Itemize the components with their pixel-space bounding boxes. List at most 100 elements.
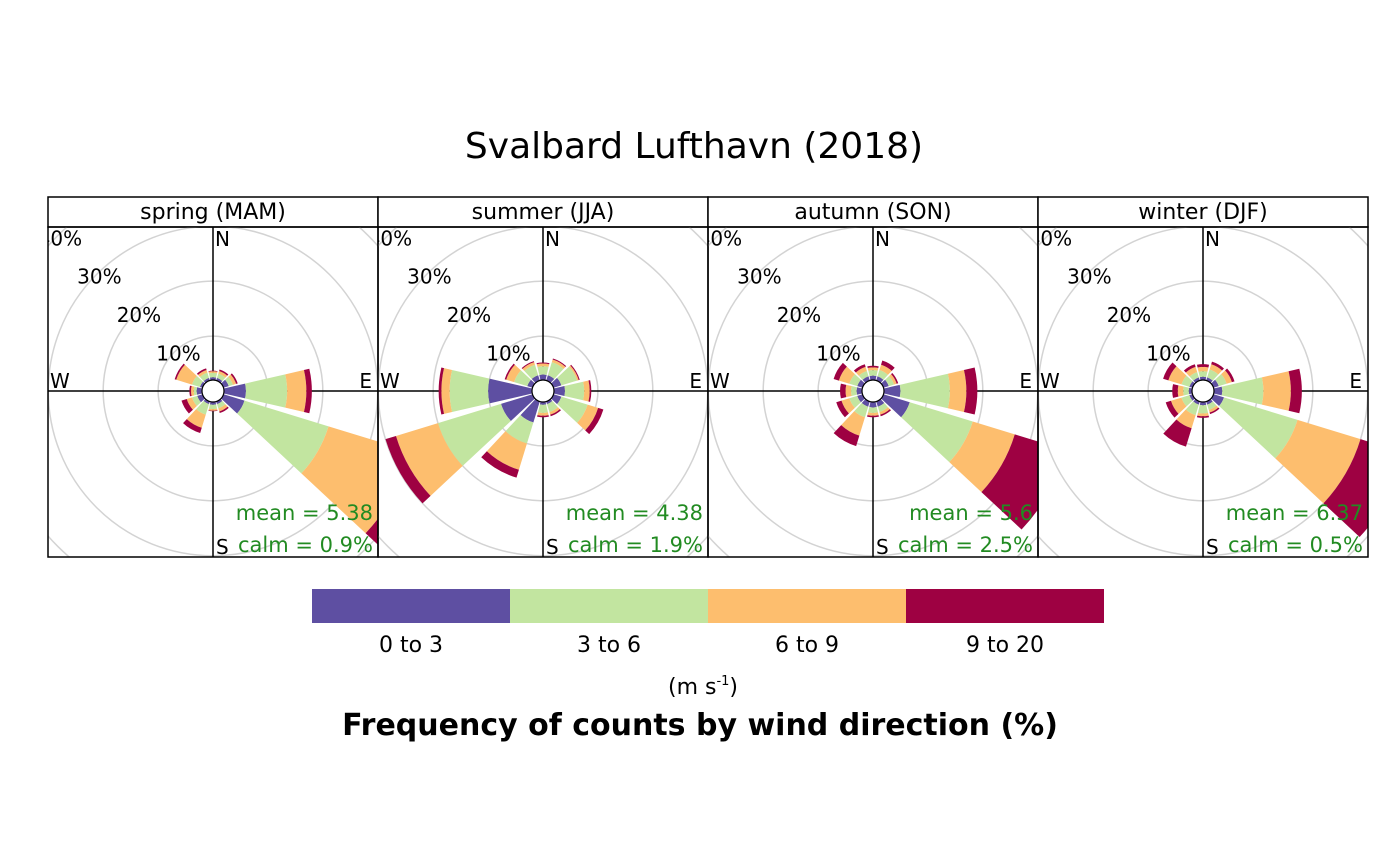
wedge-segment bbox=[1163, 419, 1192, 447]
wedge-segment bbox=[506, 364, 521, 383]
radial-label: 10% bbox=[486, 342, 530, 366]
calm-label: calm = 0.5% bbox=[1228, 533, 1363, 557]
wedge-segment bbox=[570, 364, 580, 381]
wedge-segment bbox=[1196, 415, 1210, 418]
wedge-segment bbox=[899, 373, 950, 409]
wedge-segment bbox=[186, 409, 206, 428]
legend-swatches bbox=[312, 589, 1104, 623]
wedge-segment bbox=[208, 370, 218, 372]
legend-label: 6 to 9 bbox=[775, 633, 839, 658]
wedge-segment bbox=[963, 367, 978, 415]
panel-frame bbox=[1037, 226, 1369, 558]
radial-label: 30% bbox=[407, 265, 451, 289]
compass-label: S bbox=[216, 535, 229, 559]
calm-hub bbox=[532, 380, 554, 402]
radial-label: 20% bbox=[777, 303, 821, 327]
wedge-segment bbox=[557, 396, 588, 423]
wedge-segment bbox=[552, 358, 567, 367]
radial-label: 20% bbox=[117, 303, 161, 327]
wedge-segment bbox=[1288, 368, 1302, 414]
wedge-segment bbox=[557, 366, 578, 386]
radial-label: 30% bbox=[77, 265, 121, 289]
wedge-segment bbox=[186, 397, 197, 410]
wedge-segment bbox=[1185, 401, 1199, 416]
wedge-segment bbox=[1181, 395, 1193, 407]
wedge-segment bbox=[583, 380, 590, 402]
wedge-segment bbox=[1207, 401, 1217, 410]
wedge-segment bbox=[230, 373, 238, 384]
chart-title: Svalbard Lufthavn (2018) bbox=[465, 126, 923, 167]
wedge-segment bbox=[505, 415, 534, 444]
compass-label: E bbox=[689, 369, 702, 393]
wedge-segment bbox=[1208, 405, 1219, 413]
calm-hub-ring bbox=[861, 379, 885, 403]
wedge-segment bbox=[522, 362, 535, 371]
wedge-segment bbox=[196, 368, 207, 375]
calm-label: calm = 1.9% bbox=[568, 533, 703, 557]
radial-label: 40% bbox=[368, 226, 412, 250]
wedge-segment bbox=[191, 376, 203, 387]
compass-label: W bbox=[1040, 369, 1060, 393]
radial-label: 50% bbox=[0, 188, 43, 212]
compass-label: N bbox=[875, 227, 890, 251]
wedge-segment bbox=[1197, 404, 1209, 414]
legend-label: 9 to 20 bbox=[966, 633, 1044, 658]
wedge-segment bbox=[577, 404, 599, 431]
wedge-segment bbox=[889, 374, 897, 385]
wedge-segment bbox=[219, 406, 229, 414]
compass-label: W bbox=[380, 369, 400, 393]
wedge-segment bbox=[521, 361, 535, 369]
wedge-segment bbox=[481, 451, 519, 478]
wedge-segment bbox=[441, 368, 453, 414]
legend-labels: 0 to 3 3 to 6 6 to 9 9 to 20 bbox=[379, 633, 1044, 658]
legend-swatch bbox=[312, 589, 510, 623]
compass-label: E bbox=[1349, 369, 1362, 393]
wedge-segment bbox=[301, 426, 378, 534]
wedge-segment bbox=[1183, 386, 1190, 396]
mean-label: mean = 6.37 bbox=[1226, 501, 1363, 525]
wedge-segment bbox=[1176, 409, 1196, 429]
wedge-segment bbox=[867, 365, 879, 368]
wedge-segment bbox=[500, 391, 543, 421]
radial-label: 20% bbox=[447, 303, 491, 327]
wedge-segment bbox=[550, 409, 561, 417]
wedge-segment bbox=[217, 373, 226, 381]
wedge-segment bbox=[176, 364, 197, 385]
wedge-segment bbox=[395, 423, 463, 496]
wedge-segment bbox=[867, 412, 879, 416]
wedge-segment bbox=[849, 374, 861, 387]
calm-hub bbox=[1192, 380, 1214, 402]
wedge-segment bbox=[1221, 370, 1232, 384]
wedge-segment bbox=[1221, 377, 1264, 405]
wedge-segment bbox=[191, 395, 201, 406]
wedge-segment bbox=[833, 425, 860, 447]
wedge-segment bbox=[1197, 412, 1209, 417]
wedge-segment bbox=[564, 381, 585, 401]
wedge-segment bbox=[1181, 375, 1193, 387]
wedge-segment bbox=[1165, 400, 1179, 418]
wedge-segment bbox=[840, 383, 847, 399]
mean-label: mean = 4.38 bbox=[566, 501, 703, 525]
wedge-segment bbox=[537, 412, 549, 416]
radial-label: 10% bbox=[1146, 342, 1190, 366]
wedge-segment bbox=[1198, 371, 1208, 378]
panel-title: summer (JJA) bbox=[472, 200, 615, 225]
wedge-segment bbox=[208, 371, 218, 374]
calm-hub-ring bbox=[1191, 379, 1215, 403]
compass-label: E bbox=[1019, 369, 1032, 393]
wedge-segment bbox=[193, 386, 197, 396]
wedge-segment bbox=[213, 383, 246, 399]
panel-strip bbox=[377, 196, 709, 228]
wedge-segment bbox=[868, 370, 878, 377]
compass-label: E bbox=[359, 369, 372, 393]
wedge-segment bbox=[228, 374, 237, 385]
wedge-segment bbox=[858, 371, 869, 380]
wedge-segment bbox=[488, 378, 543, 404]
radial-label: 40% bbox=[1028, 226, 1072, 250]
wedge-segment bbox=[585, 407, 604, 435]
